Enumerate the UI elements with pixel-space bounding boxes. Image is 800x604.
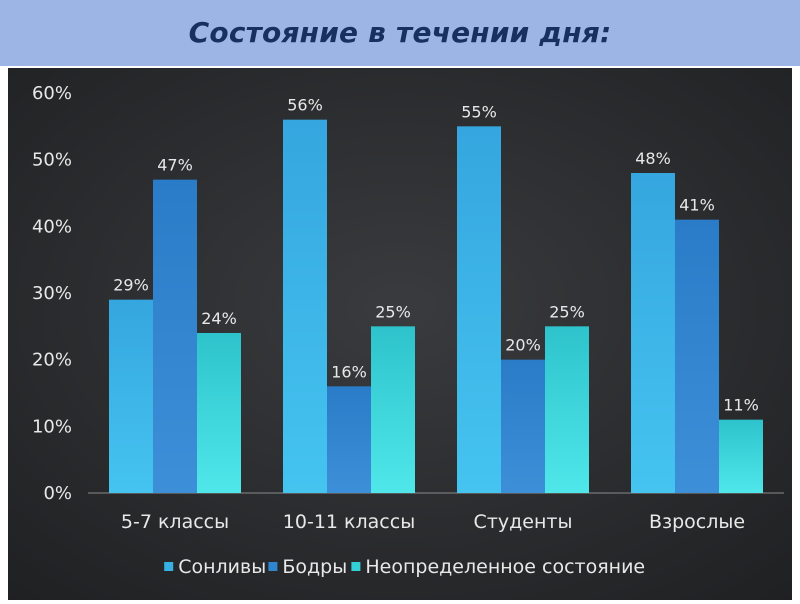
bar [675, 219, 719, 493]
data-label: 16% [331, 362, 367, 381]
legend-swatch [351, 562, 361, 571]
data-label: 29% [113, 276, 149, 295]
legend-label: Сонливы [178, 556, 266, 578]
x-tick-label: Студенты [474, 511, 573, 533]
bar [457, 126, 501, 494]
bar [719, 419, 763, 493]
bar [545, 326, 589, 493]
bar [371, 326, 415, 493]
y-tick-label: 10% [32, 416, 72, 437]
data-label: 48% [635, 149, 671, 168]
y-tick-label: 20% [32, 350, 72, 371]
legend-label: Неопределенное состояние [365, 556, 645, 578]
data-labels: 29% 47% 24% 56% 16% 25% 55% 20% 25% 48% 41% 11% [113, 96, 759, 415]
bar-chart: 0% 10% 20% 30% 40% 50% 60% 29% 47% 24% 56% 16% 25% 5… [8, 68, 792, 600]
y-tick-label: 60% [32, 83, 72, 104]
bar [501, 359, 545, 493]
data-label: 20% [505, 336, 541, 355]
x-axis: 5-7 классы 10-11 классы Студенты Взрослые [121, 511, 745, 533]
legend: Сонливы Бодры Неопределенное состояние [164, 556, 645, 578]
bar [327, 386, 371, 493]
bar [153, 179, 197, 493]
x-tick-label: Взрослые [649, 511, 745, 533]
y-tick-label: 0% [43, 483, 72, 504]
data-label: 25% [375, 302, 411, 321]
legend-swatch [164, 562, 174, 571]
data-label: 24% [201, 309, 237, 328]
y-tick-label: 40% [32, 216, 72, 237]
bar [109, 299, 153, 493]
x-tick-label: 10-11 классы [283, 511, 415, 533]
title-bar [0, 0, 800, 66]
data-label: 41% [679, 196, 715, 215]
legend-label: Бодры [282, 556, 347, 578]
bar [197, 333, 241, 493]
data-label: 56% [287, 96, 323, 115]
bar [283, 119, 327, 493]
y-tick-label: 50% [32, 150, 72, 171]
chart-panel: 0% 10% 20% 30% 40% 50% 60% 29% 47% 24% 56% 16% 25% 5… [8, 68, 792, 600]
x-tick-label: 5-7 классы [121, 511, 229, 533]
y-axis: 0% 10% 20% 30% 40% 50% 60% [32, 83, 72, 504]
data-label: 11% [723, 396, 759, 415]
legend-swatch [268, 562, 278, 571]
data-label: 25% [549, 302, 585, 321]
chart-title: Состояние в течении дня: [188, 16, 612, 49]
bar [631, 173, 675, 493]
bars-group [109, 119, 763, 494]
data-label: 47% [157, 156, 193, 175]
data-label: 55% [461, 102, 497, 121]
y-tick-label: 30% [32, 283, 72, 304]
